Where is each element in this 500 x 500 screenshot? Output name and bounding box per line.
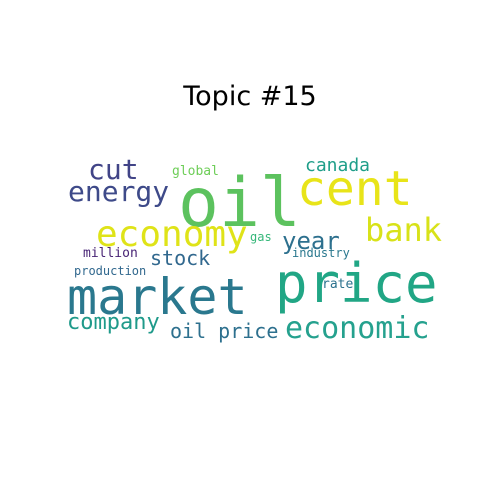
word-cut: cut	[88, 153, 139, 186]
word-production: production	[74, 264, 147, 278]
word-oil: oil	[178, 164, 301, 243]
word-bank: bank	[365, 211, 443, 249]
word-industry: industry	[292, 246, 350, 260]
word-price: price	[275, 252, 438, 315]
word-million: million	[83, 246, 138, 261]
word-market: market	[67, 268, 248, 326]
word-global: global	[172, 164, 219, 179]
word-year: year	[282, 227, 340, 255]
page-title: Topic #15	[183, 81, 317, 112]
word-economy: economy	[96, 214, 248, 255]
word-gas: gas	[250, 230, 272, 244]
word-economic: economic	[285, 311, 430, 346]
word-stock: stock	[150, 246, 211, 270]
word-energy: energy	[68, 175, 170, 208]
word-rate: rate	[322, 277, 354, 292]
word-company: company	[67, 310, 160, 335]
word-oil-price: oil price	[170, 319, 279, 343]
word-canada: canada	[305, 155, 371, 176]
word-cent: cent	[297, 161, 413, 217]
